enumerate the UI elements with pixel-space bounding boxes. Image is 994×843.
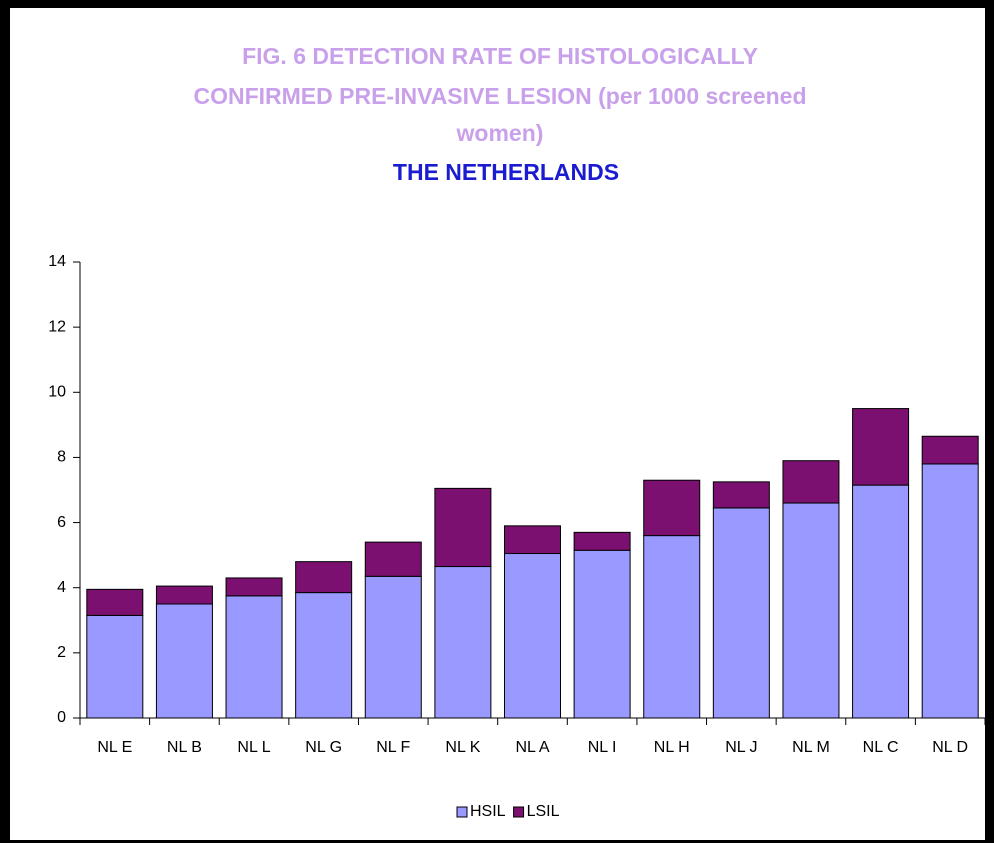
bar-segment [364, 541, 422, 577]
bar-segment [155, 603, 213, 719]
x-tick-label: NL K [445, 739, 480, 756]
bar-segment [86, 588, 144, 616]
y-tick-label: 6 [57, 514, 66, 531]
chart-subtitle: THE NETHERLANDS [393, 159, 619, 185]
bar-segment [852, 408, 910, 486]
y-tick-label: 10 [48, 384, 66, 401]
bar-segment [643, 479, 701, 537]
legend-label: LSIL [527, 803, 560, 820]
bar-segment [712, 481, 770, 509]
bar-segment [852, 484, 910, 719]
bar-segment [573, 549, 631, 719]
bar-segment [782, 460, 840, 504]
bar-segment [921, 463, 979, 719]
x-tick-label: NL B [167, 739, 202, 756]
chart-title: CONFIRMED PRE-INVASIVE LESION (per 1000 … [193, 83, 806, 109]
bar-segment [295, 592, 353, 719]
legend-swatch [456, 806, 468, 818]
y-tick-label: 2 [57, 644, 66, 661]
x-tick-label: NL H [654, 739, 690, 756]
x-tick-label: NL E [97, 739, 132, 756]
chart-title: FIG. 6 DETECTION RATE OF HISTOLOGICALLY [242, 43, 758, 69]
bar-segment [225, 577, 283, 597]
legend-swatch [513, 806, 525, 818]
bar-segment [155, 585, 213, 605]
x-tick-label: NL I [588, 739, 617, 756]
x-tick-label: NL F [376, 739, 410, 756]
legend-label: HSIL [470, 803, 506, 820]
chart-title: women) [456, 120, 544, 146]
y-tick-label: 14 [48, 253, 66, 270]
bar-segment [434, 487, 492, 568]
bar-segment [712, 507, 770, 719]
x-tick-label: NL A [515, 739, 549, 756]
bar-segment [434, 566, 492, 719]
x-tick-label: NL G [305, 739, 342, 756]
x-tick-label: NL J [725, 739, 757, 756]
y-tick-label: 8 [57, 449, 66, 466]
bar-segment [573, 531, 631, 551]
bar-segment [921, 435, 979, 465]
x-tick-label: NL C [863, 739, 899, 756]
bar-segment [225, 595, 283, 719]
x-tick-label: NL D [932, 739, 968, 756]
bar-segment [643, 535, 701, 719]
bar-segment [782, 502, 840, 719]
bar-segment [86, 614, 144, 719]
bar-segment [295, 561, 353, 594]
bar-segment [504, 525, 561, 555]
y-tick-label: 12 [48, 318, 66, 335]
x-tick-label: NL M [792, 739, 830, 756]
x-tick-label: NL L [237, 739, 270, 756]
y-tick-label: 4 [57, 579, 66, 596]
bar-segment [504, 553, 561, 719]
y-tick-label: 0 [57, 709, 66, 726]
bar-segment [364, 575, 422, 719]
